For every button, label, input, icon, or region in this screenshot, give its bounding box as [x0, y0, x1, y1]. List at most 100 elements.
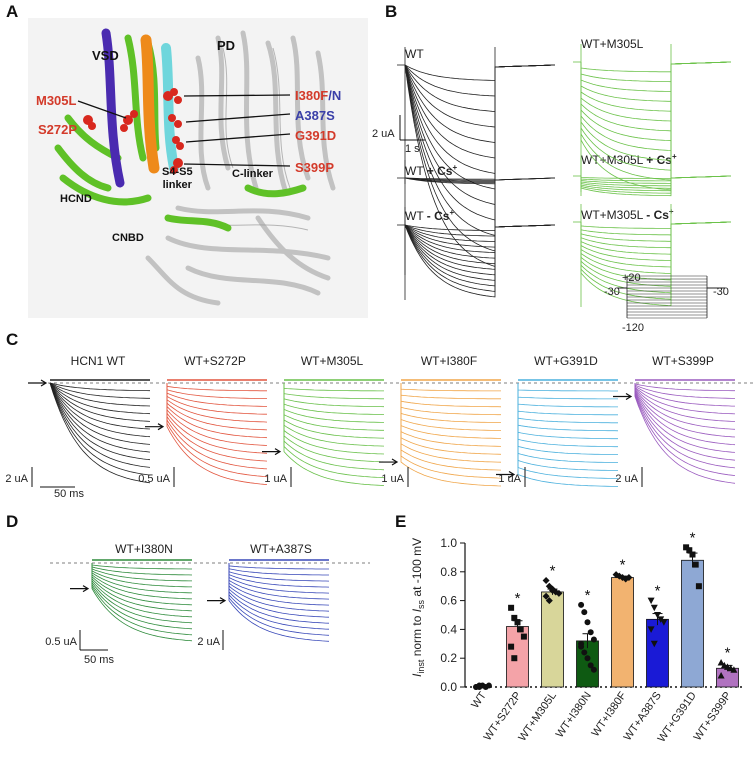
b-wt-minus-cs-sweep-3: [404, 224, 556, 243]
c-arrow-5: [613, 393, 633, 401]
b-wt-sweep-9: [404, 64, 556, 206]
d-trace-1-sweep-9: [228, 563, 330, 618]
b-m305l-cs-sweep-5: [580, 175, 732, 189]
c-arrow-2: [262, 448, 282, 456]
c-trace-2-sweep-11: [283, 383, 385, 471]
b-m305l-minus-cs-sweep-4: [580, 221, 732, 249]
hcn1-structure-illustration: [28, 18, 368, 318]
d-trace-0-sweep-5: [91, 563, 193, 594]
d-trace-1-sweep-5: [228, 563, 330, 594]
c-scale-label-4: 1 uA: [498, 473, 521, 485]
c-trace-1-sweep-2: [166, 383, 267, 399]
d-trace-title-0: WT+I380N: [115, 542, 173, 556]
c-trace-4-sweep-10: [517, 383, 618, 463]
d-trace-0-sweep-12: [91, 563, 193, 636]
b-m305l-cs-ion: + Cs: [646, 153, 672, 167]
d-trace-0-sweep-2: [91, 563, 193, 576]
c-trace-2-sweep-10: [283, 383, 385, 463]
protocol-left: -30: [604, 286, 620, 298]
b-wt-minus-sup: +: [449, 208, 455, 217]
b-wt-sweep-1: [404, 64, 556, 81]
c-trace-0-sweep-1: [49, 382, 151, 392]
e-y-tick-label-3: 0.6: [440, 594, 457, 608]
c-trace-4-sweep-8: [517, 383, 618, 448]
b-wt-cs-sweep-3: [404, 177, 556, 182]
c-trace-5-sweep-8: [634, 383, 736, 446]
b-wt-sweep-3: [404, 64, 556, 112]
b-m305l-sweep-3: [580, 61, 732, 92]
d-trace-1-sweep-1: [228, 563, 329, 570]
mutation-slash: /: [328, 88, 332, 103]
d-arrow-0: [70, 585, 90, 593]
b-m305l-cs-sweep-2: [580, 175, 732, 182]
c-trace-title-3: WT+I380F: [421, 354, 477, 368]
panel-label-a: A: [6, 2, 19, 21]
c-trace-4-sweep-9: [517, 383, 618, 455]
e-point-4-4: [625, 574, 633, 582]
b-wt-sweep-8: [404, 64, 556, 190]
e-point-2-4: [555, 589, 563, 597]
d-trace-0-sweep-7: [91, 563, 193, 606]
b-m305l-cs-sweep-1: [580, 175, 732, 179]
b-wt-sweep-4: [404, 64, 556, 128]
e-y-tick-label-5: 1.0: [440, 536, 457, 550]
e-point-6-3: [692, 561, 699, 568]
c-trace-4-sweep-6: [517, 383, 619, 432]
c-trace-3-sweep-13: [400, 383, 502, 487]
b-m305l-minus-cs-sweep-9: [580, 221, 732, 281]
b-m305l-sweep-12: [580, 61, 732, 181]
c-trace-2-sweep-2: [283, 383, 384, 400]
panel-e-bar-chart: 0.0 0.2 0.4 0.6 0.8 1.0 Iinst norm to Iss at -…: [410, 529, 745, 745]
c-trace-5-sweep-6: [634, 383, 736, 430]
b-wt-minus-cs-sweep-10: [404, 224, 556, 281]
d-trace-title-1: WT+A387S: [250, 542, 312, 556]
b-m305l-minus-cs-sweep-12: [580, 221, 732, 300]
c-trace-3-sweep-12: [400, 383, 502, 479]
d-trace-1-sweep-3: [228, 563, 330, 582]
e-significance-2: *: [550, 562, 556, 579]
b-m305l-minus-cs-sweep-1: [580, 221, 732, 229]
e-y-tick-label-2: 0.4: [440, 622, 457, 636]
c-trace-0-sweep-12: [49, 382, 151, 476]
c-trace-0-sweep-8: [49, 382, 151, 445]
b-m305l-sweep-9: [580, 61, 732, 151]
d-trace-1-sweep-12: [228, 563, 330, 636]
e-point-3-8: [587, 662, 594, 669]
c-arrow-0: [28, 379, 48, 387]
hcnd-label: HCND: [60, 193, 92, 205]
mutation-i380: I380F/N: [295, 88, 341, 103]
c-arrow-4: [496, 471, 516, 479]
c-scale-label-3: 1 uA: [381, 473, 404, 485]
c-trace-3-sweep-3: [400, 383, 502, 408]
panel-label-c: C: [6, 330, 19, 349]
b-wt-minus-cs-sweep-4: [404, 224, 556, 248]
c-trace-2-sweep-1: [283, 383, 384, 392]
b-m305l-cs-sweep-8: [580, 175, 732, 197]
e-point-7-4: [730, 666, 738, 673]
e-category-label-0: WT: [469, 690, 489, 711]
b-wt-cs-sweep-5: [404, 177, 556, 185]
e-point-5-1: [650, 604, 658, 612]
e-point-3-1: [581, 609, 588, 616]
b-m305l-sweep-10: [580, 61, 732, 161]
b-m305l-minus-cs-sweep-6: [580, 221, 732, 262]
d-trace-1-sweep-7: [228, 563, 330, 606]
e-significance-3: *: [585, 587, 591, 604]
b-m305l-sweep-4: [580, 61, 732, 102]
e-point-2-0: [542, 576, 550, 584]
s4-s5-line2: linker: [162, 179, 192, 191]
c-trace-5-sweep-5: [634, 383, 736, 422]
panel-b-traces: [397, 44, 732, 319]
panel-label-e: E: [395, 512, 407, 531]
b-m305l-sweep-5: [580, 61, 732, 112]
b-m305l-sweep-7: [580, 61, 732, 132]
c-trace-title-1: WT+S272P: [184, 354, 246, 368]
c-scale-label-2: 1 uA: [264, 473, 287, 485]
e-point-6-0: [683, 544, 690, 551]
e-y-tick-label-4: 0.8: [440, 565, 457, 579]
b-wt-sweep-12: [404, 64, 556, 252]
b-m305l-minus-cs-sweep-7: [580, 221, 732, 268]
c-trace-1-sweep-3: [166, 383, 267, 407]
e-y-axis-label-part: inst: [416, 659, 426, 674]
d-scale-label-1: 2 uA: [197, 636, 220, 648]
